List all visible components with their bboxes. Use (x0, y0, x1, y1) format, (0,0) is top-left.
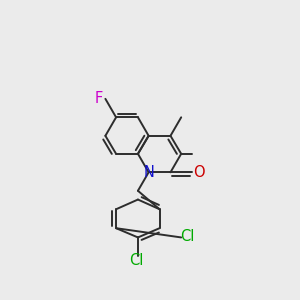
Text: O: O (193, 165, 204, 180)
Text: F: F (94, 91, 103, 106)
Text: N: N (143, 165, 154, 180)
Text: Cl: Cl (180, 229, 194, 244)
Text: Cl: Cl (130, 254, 144, 268)
